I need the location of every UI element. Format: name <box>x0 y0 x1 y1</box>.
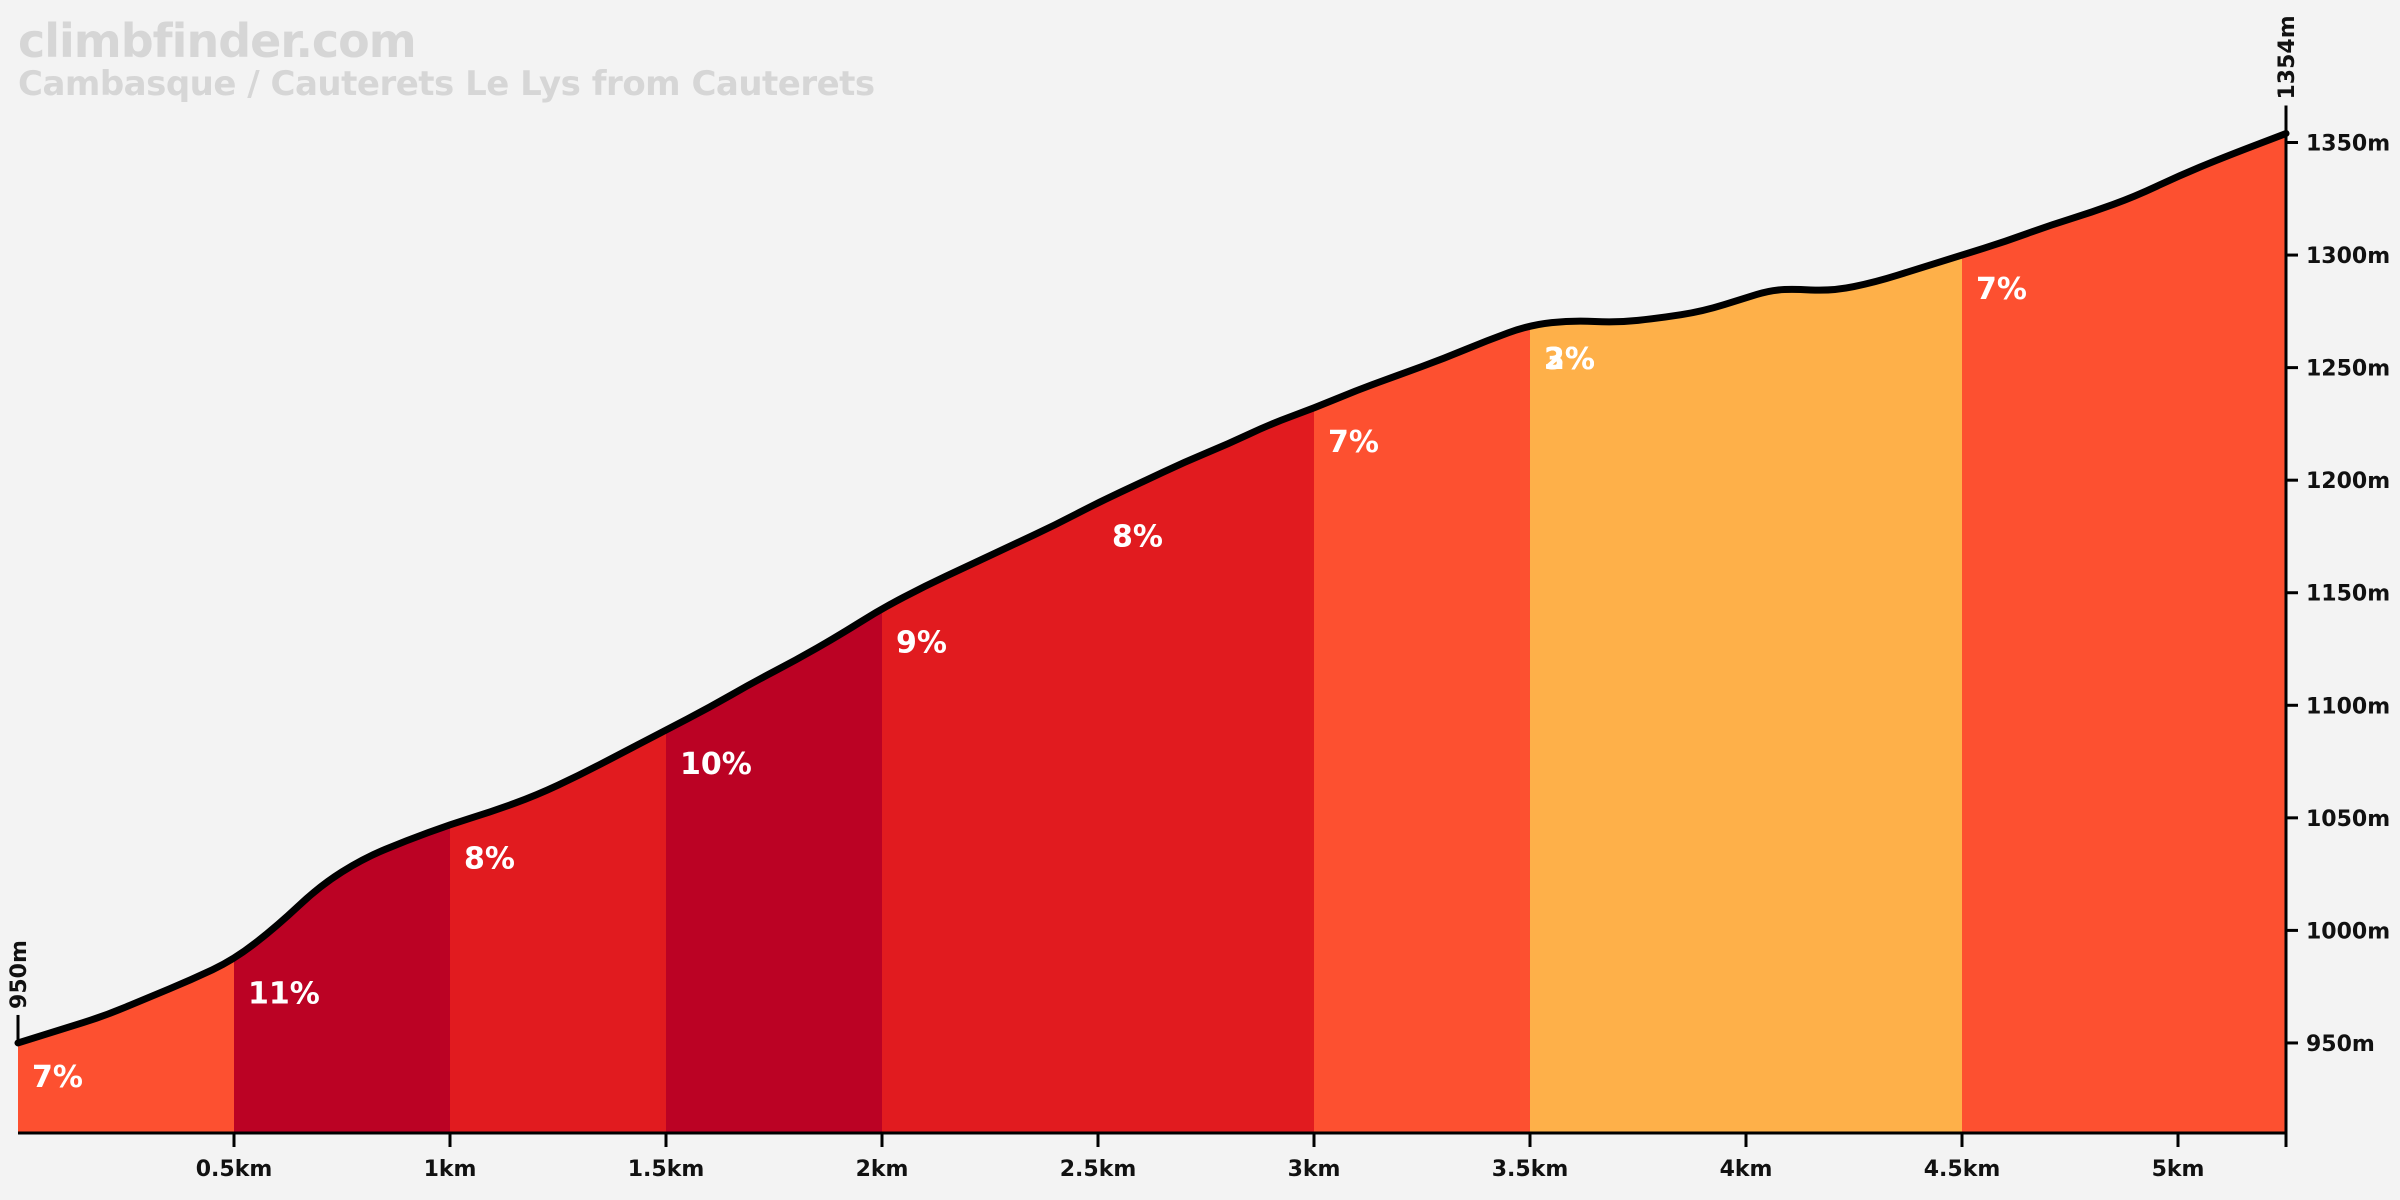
site-watermark: climbfinder.com <box>18 14 417 68</box>
gradient-segment <box>666 133 882 1133</box>
x-tick-label: 4km <box>1720 1157 1773 1182</box>
x-tick-label: 5km <box>2152 1157 2205 1182</box>
y-tick-label: 1000m <box>2306 919 2390 944</box>
x-tick-label: 1km <box>424 1157 477 1182</box>
x-tick-label: 2.5km <box>1060 1157 1137 1182</box>
gradient-label: 2% <box>1544 342 1595 377</box>
gradient-segment <box>1314 133 1530 1133</box>
profile-line <box>14 130 2290 1047</box>
end-elevation-label: 1354m <box>2275 15 2300 99</box>
gradient-label: 7% <box>32 1060 83 1095</box>
gradient-label: 10% <box>680 747 752 782</box>
y-tick-label: 1350m <box>2306 132 2390 157</box>
y-tick-label: 1050m <box>2306 807 2390 832</box>
gradient-label: 8% <box>1112 520 1163 555</box>
x-tick-label: 0.5km <box>196 1157 273 1182</box>
y-tick-label: 1250m <box>2306 357 2390 382</box>
x-tick-label: 1.5km <box>628 1157 705 1182</box>
gradient-label: 7% <box>1328 425 1379 460</box>
x-tick-label: 3km <box>1288 1157 1341 1182</box>
gradient-label: 11% <box>248 977 320 1012</box>
y-tick-label: 1150m <box>2306 582 2390 607</box>
y-tick-label: 1100m <box>2306 694 2390 719</box>
y-tick-label: 1200m <box>2306 469 2390 494</box>
gradient-segment <box>882 133 1314 1133</box>
y-tick-label: 950m <box>2306 1032 2375 1057</box>
gradient-label: 3% <box>1544 342 1595 377</box>
gradient-label: 7% <box>1976 272 2027 307</box>
climb-title: Cambasque / Cauterets Le Lys from Cauter… <box>18 64 875 104</box>
gradient-segment <box>1962 133 2286 1133</box>
y-tick-label: 1300m <box>2306 244 2390 269</box>
x-tick-label: 4.5km <box>1924 1157 2001 1182</box>
gradient-segment <box>1530 133 1962 1133</box>
gradient-segment <box>234 133 450 1133</box>
x-tick-label: 2km <box>856 1157 909 1182</box>
start-elevation-label: 950m <box>7 940 32 1009</box>
gradient-segment <box>450 133 666 1133</box>
gradient-label: 9% <box>896 625 947 660</box>
x-tick-label: 3.5km <box>1492 1157 1569 1182</box>
gradient-label: 8% <box>464 842 515 877</box>
